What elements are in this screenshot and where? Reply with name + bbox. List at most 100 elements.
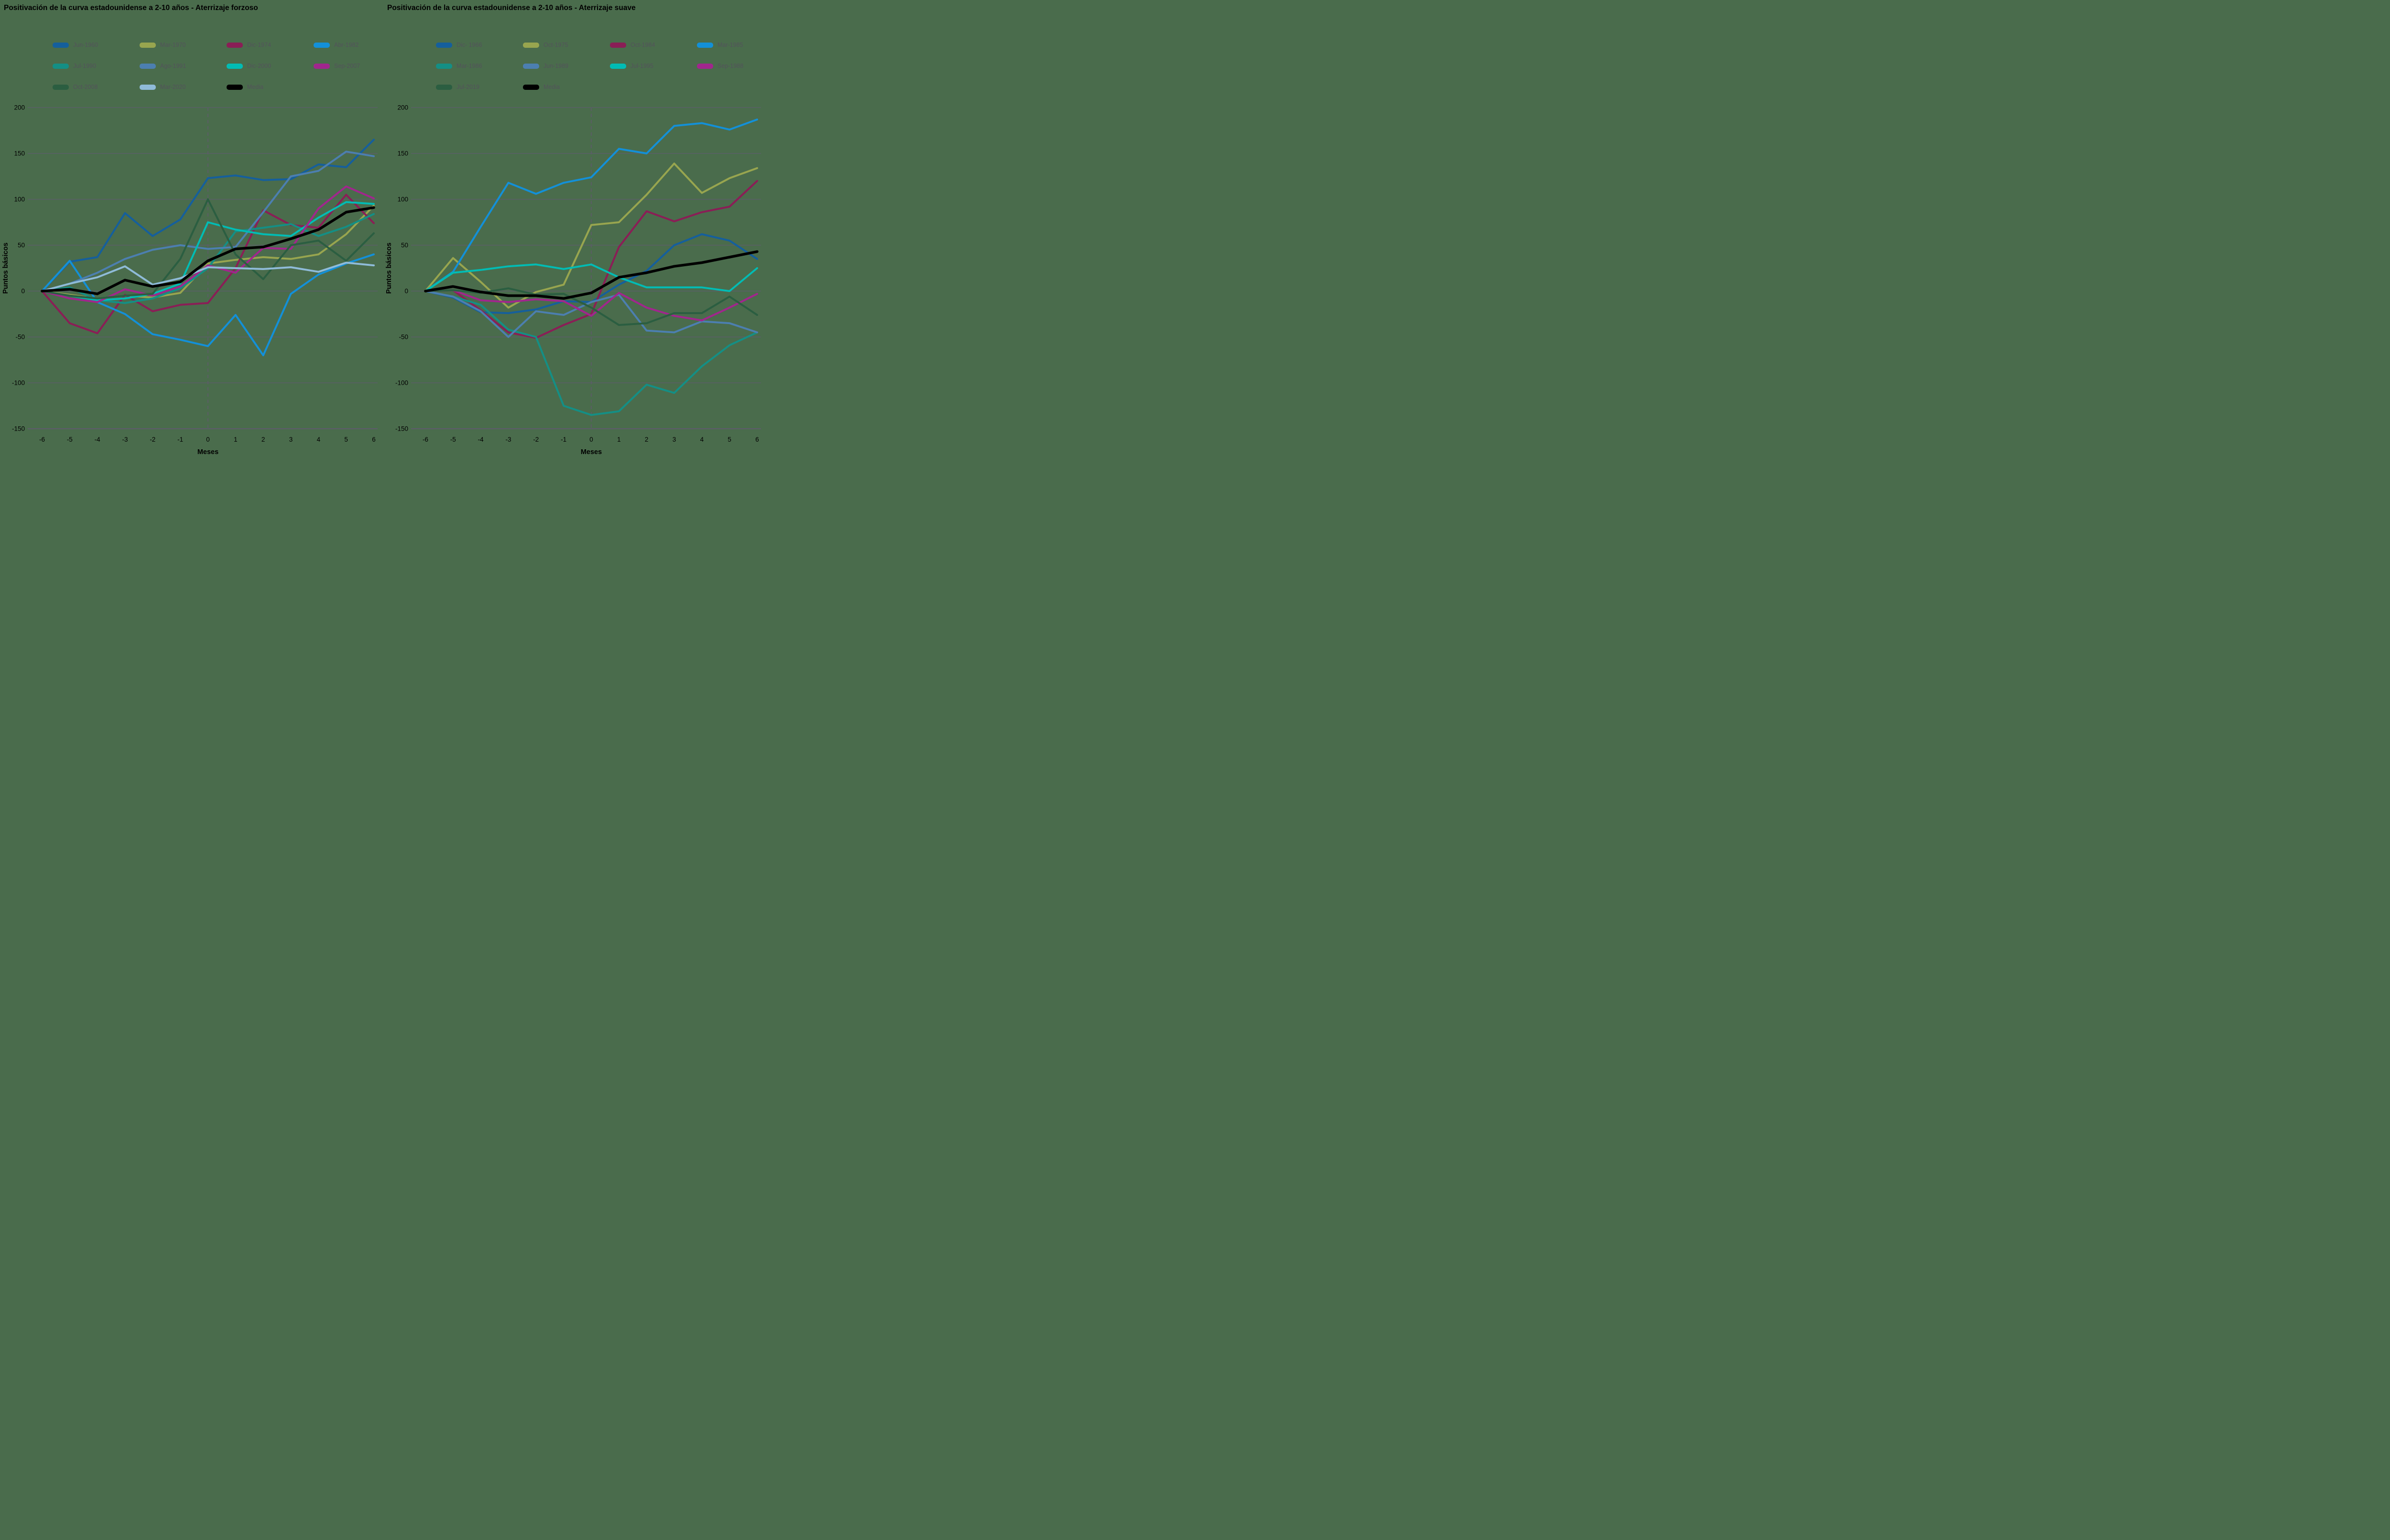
legend-swatch-jul-1990	[53, 63, 69, 69]
legend-label-dic-1974: Dic-1974	[247, 42, 272, 48]
legend-item-media: Media	[227, 84, 314, 90]
legend-item-oct-2008: Oct-2008	[53, 84, 140, 90]
legend-label-sep-1988: Sep-1988	[717, 63, 744, 69]
legend-swatch-mar-1970	[140, 42, 156, 48]
y-axis-title: Puntos básicos	[385, 242, 393, 293]
legend-label-oct-1975: Oct-1975	[543, 42, 568, 48]
x-tick-label-0: 0	[589, 436, 593, 443]
x-tick-label-2: 2	[645, 436, 649, 443]
x-tick-label-1: 1	[234, 436, 238, 443]
legend-label-dic-2000: Dic-2000	[247, 63, 272, 69]
y-tick-label--150: -150	[395, 425, 408, 433]
series-line-media	[41, 206, 375, 295]
series-line-mar-1985	[424, 119, 758, 292]
x-tick-label--4: -4	[478, 436, 484, 443]
legend-label-mar-1986: Mar-1986	[456, 63, 482, 69]
series-line-mar-2020	[41, 261, 375, 292]
x-tick-label--3: -3	[122, 436, 128, 443]
legend-item-mar-1970: Mar-1970	[140, 42, 227, 48]
x-tick-label--2: -2	[150, 436, 155, 443]
x-tick-label--5: -5	[67, 436, 73, 443]
x-tick-label-6: 6	[755, 436, 759, 443]
y-tick-label-150: 150	[397, 150, 408, 157]
legend-label-sep-2007: Sep-2007	[334, 63, 360, 69]
x-tick-label-0: 0	[206, 436, 210, 443]
x-tick-label-4: 4	[317, 436, 321, 443]
legend-label-media: Media	[543, 84, 560, 90]
legend-swatch-dic-1966	[436, 42, 452, 48]
legend-label-abr-1982: Abr-1982	[334, 42, 359, 48]
legend-label-oct-1984: Oct-1984	[630, 42, 655, 48]
legend-swatch-dic-1974	[227, 42, 243, 48]
y-tick-label-100: 100	[397, 196, 408, 203]
x-tick-label-6: 6	[372, 436, 376, 443]
legend-label-media: Media	[247, 84, 264, 90]
legend-label-mar-1985: Mar-1985	[717, 42, 743, 48]
legend-swatch-dic-2000	[227, 63, 243, 69]
y-tick-label--150: -150	[12, 425, 25, 433]
x-tick-label--3: -3	[505, 436, 511, 443]
legend-label-oct-2008: Oct-2008	[73, 84, 98, 90]
y-tick-label-100: 100	[14, 196, 25, 203]
legend-swatch-abr-1982	[314, 42, 330, 48]
legend-item-mar-1986: Mar-1986	[436, 63, 523, 69]
legend-item-sep-2007: Sep-2007	[314, 63, 401, 69]
legend-swatch-mar-1985	[697, 42, 713, 48]
series-line-sep-1988	[424, 289, 758, 322]
series-line-jun-1989	[424, 290, 758, 338]
x-tick-label-1: 1	[617, 436, 621, 443]
legend-swatch-jul-2019	[436, 84, 452, 90]
legend-swatch-mar-1986	[436, 63, 452, 69]
x-tick-label--2: -2	[533, 436, 539, 443]
x-tick-label--6: -6	[39, 436, 45, 443]
legend-swatch-media	[227, 84, 243, 90]
series-line-oct-2008	[41, 198, 375, 300]
x-tick-label-3: 3	[673, 436, 676, 443]
chart-legend-soft-landing: Dic- 1966 Oct-1975 Oct-1984 Mar-1985 Mar-198…	[436, 34, 784, 98]
line-chart-hard-landing: 200 150 100 50 0 -50 -100 -150 -6 -5 -4 -3 -2 -1 0 1 2 3 4…	[2, 104, 378, 456]
y-axis-title: Puntos básicos	[2, 242, 10, 293]
chart-title-hard-landing: Positivación de la curva estadounidense …	[4, 4, 258, 12]
chart-legend-hard-landing: Jun-1960 Mar-1970 Dic-1974 Abr-1982 Jul-1990…	[53, 34, 401, 98]
legend-swatch-sep-2007	[314, 63, 330, 69]
y-tick-label-0: 0	[404, 288, 408, 295]
legend-label-jul-1990: Jul-1990	[73, 63, 96, 69]
legend-swatch-oct-2008	[53, 84, 69, 90]
legend-swatch-jun-1960	[53, 42, 69, 48]
legend-item-dic-1974: Dic-1974	[227, 42, 314, 48]
x-tick-label--1: -1	[177, 436, 183, 443]
x-tick-label-2: 2	[261, 436, 265, 443]
series-line-dic-2000	[41, 201, 375, 302]
legend-swatch-mar-2020	[140, 84, 156, 90]
legend-swatch-jun-1989	[523, 63, 539, 69]
series-line-jun-1960	[41, 139, 375, 292]
legend-item-jun-1960: Jun-1960	[53, 42, 140, 48]
legend-item-dic-1966: Dic- 1966	[436, 42, 523, 48]
x-tick-label-5: 5	[728, 436, 731, 443]
x-tick-label--5: -5	[450, 436, 456, 443]
y-tick-label-50: 50	[18, 242, 25, 249]
series-line-oct-1975	[424, 163, 758, 309]
x-tick-label--6: -6	[423, 436, 428, 443]
dual-line-chart-figure: Positivación de la curva estadounidense …	[0, 0, 765, 462]
legend-swatch-oct-1975	[523, 42, 539, 48]
y-tick-label-200: 200	[14, 104, 25, 111]
legend-swatch-media	[523, 84, 539, 90]
series-line-mar-1986	[424, 290, 758, 416]
chart-panel-hard-landing: Positivación de la curva estadounidense …	[0, 0, 381, 462]
y-tick-label-150: 150	[14, 150, 25, 157]
series-line-jul-1995	[424, 263, 758, 292]
x-tick-label-5: 5	[344, 436, 348, 443]
legend-item-media: Media	[523, 84, 610, 90]
legend-item-abr-1982: Abr-1982	[314, 42, 401, 48]
series-line-dic-1974	[41, 194, 375, 335]
legend-item-jun-1989: Jun-1989	[523, 63, 610, 69]
chart-title-soft-landing: Positivación de la curva estadounidense …	[387, 4, 636, 12]
series-line-sep-2007	[41, 185, 375, 303]
x-axis-title: Meses	[581, 448, 602, 456]
y-tick-label--100: -100	[12, 380, 25, 387]
legend-label-ago-1991: Ago-1991	[160, 63, 186, 69]
legend-label-jun-1989: Jun-1989	[543, 63, 569, 69]
legend-label-dic-1966: Dic- 1966	[456, 42, 482, 48]
x-axis-title: Meses	[197, 448, 218, 456]
